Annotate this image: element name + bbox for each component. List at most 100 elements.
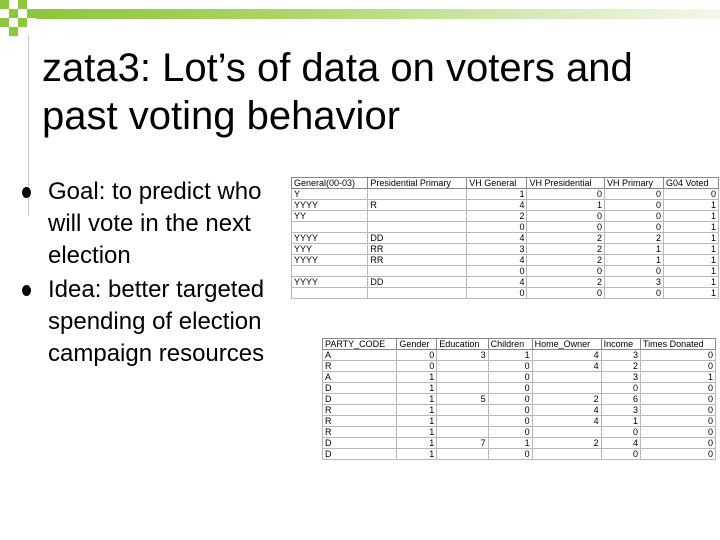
table-cell: 0 [639,349,717,361]
table-cell [367,221,468,233]
table-cell [367,265,468,277]
table-cell: 0 [487,448,533,460]
table-cell: 2 [531,393,602,405]
table-cell: 4 [531,415,602,427]
table-cell: 0 [487,404,533,416]
table-cell [436,404,489,416]
table-cell: 4 [600,437,641,449]
table-cell: 1 [662,221,720,233]
column-header: Children [487,338,533,350]
table-cell: 1 [396,404,438,416]
table-cell: R [321,426,398,438]
table-cell: 2 [603,232,664,244]
table-cell: 0 [639,382,717,394]
column-header: Home_Owner [531,338,602,350]
table-cell: 4 [531,349,602,361]
table-cell [290,221,369,233]
column-header: Income [600,338,641,350]
table-cell: 0 [600,382,641,394]
table-row: YYYY DD 4 2 2 1 [290,232,720,244]
table-cell: D [321,448,398,460]
table-cell: 4 [466,254,528,266]
table-row: YYYY R 4 1 0 1 [290,199,720,211]
bullet-list: Goal: to predict who will vote in the ne… [22,176,292,372]
table-row: YY 2 0 0 1 [290,210,720,222]
table-cell: 1 [396,448,438,460]
column-header: Gender [396,338,438,350]
table-cell: 2 [526,276,605,288]
table-cell: 3 [436,349,489,361]
table-cell: 0 [487,382,533,394]
table-cell: A [321,371,398,383]
table-cell: 1 [487,349,533,361]
table-cell: YYYY [290,254,369,266]
table-cell: 0 [396,360,438,372]
table-cell: YYYY [290,276,369,288]
column-header: VH Primary [603,177,664,189]
table-cell: 3 [600,404,641,416]
table-cell: R [321,404,398,416]
table-cell: 4 [531,360,602,372]
table-cell: 1 [466,188,528,200]
table-cell: 1 [603,254,664,266]
table-cell: 0 [396,349,438,361]
table-cell: 0 [639,448,717,460]
column-header: G04 Voted [662,177,720,189]
table-cell: 0 [600,426,641,438]
bullet-item-goal: Goal: to predict who will vote in the ne… [22,176,292,272]
bullet-dot-icon [22,285,31,296]
table-cell: 0 [603,188,664,200]
table-cell: 0 [603,265,664,277]
table-cell: 0 [639,437,717,449]
table-cell: 1 [603,243,664,255]
bullet-text: Goal: to predict who will vote in the ne… [48,178,262,269]
table-cell [436,382,489,394]
table-header-row: General(00-03) Presidential Primary VH Gen… [290,177,720,189]
table-cell: 0 [526,265,605,277]
table-cell: 3 [600,349,641,361]
table-cell: 4 [531,404,602,416]
table-cell: 6 [600,393,641,405]
table-cell: DD [367,232,468,244]
table-cell: 1 [662,287,720,299]
table-cell: D [321,393,398,405]
table-cell: 0 [603,221,664,233]
table-cell: 0 [526,188,605,200]
table-cell: RR [367,254,468,266]
table-cell: R [321,360,398,372]
bullet-dot-icon [22,187,31,198]
top-gradient-bar [36,9,720,19]
table-cell: 0 [639,404,717,416]
table-cell: 7 [436,437,489,449]
table-cell [531,382,602,394]
table-cell: 2 [531,437,602,449]
table-row: YYYY RR 4 2 1 1 [290,254,720,266]
table-cell: 1 [662,265,720,277]
table-cell: 0 [639,426,717,438]
table-cell: YYYY [290,232,369,244]
table-cell: 0 [603,210,664,222]
table-cell: 2 [600,360,641,372]
table-cell: DD [367,276,468,288]
table-cell: D [321,382,398,394]
bullet-text: Idea: better targeted spending of electi… [48,276,265,367]
checker-decoration [0,0,36,36]
table-cell: 5 [436,393,489,405]
table-cell: D [321,437,398,449]
voter-demographics-table: PARTY_CODE Gender Education Children Home_Ow… [321,338,717,460]
table-cell [531,371,602,383]
table-cell: RR [367,243,468,255]
table-cell: 1 [662,232,720,244]
table-cell: 0 [603,287,664,299]
table-cell: A [321,349,398,361]
table-cell: YYYY [290,199,369,211]
table-cell: 1 [396,393,438,405]
